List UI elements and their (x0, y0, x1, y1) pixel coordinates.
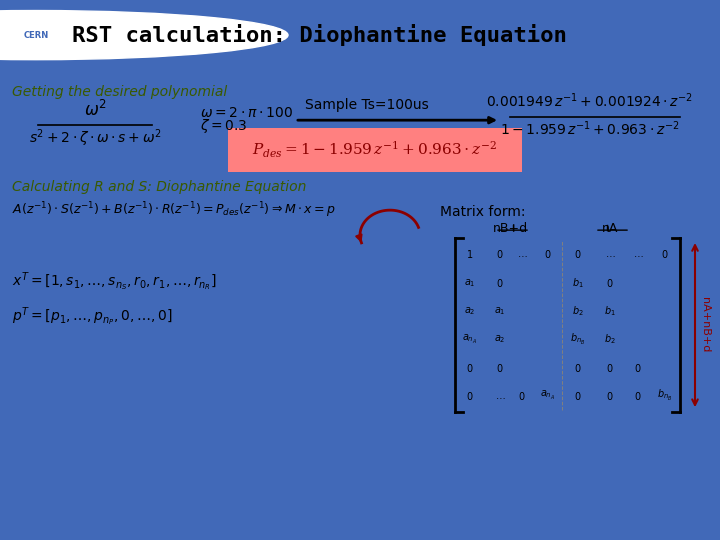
Text: $b_1$: $b_1$ (572, 276, 584, 289)
Text: CERN: CERN (23, 31, 49, 39)
Text: $0$: $0$ (661, 248, 669, 260)
Text: $s^2 + 2\cdot\zeta\cdot\omega\cdot s + \omega^2$: $s^2 + 2\cdot\zeta\cdot\omega\cdot s + \… (29, 127, 161, 149)
Text: $\ldots$: $\ldots$ (633, 249, 643, 259)
Text: $b_2$: $b_2$ (604, 332, 616, 346)
Text: Calculating R and S: Diophantine Equation: Calculating R and S: Diophantine Equatio… (12, 180, 307, 194)
Text: $0$: $0$ (606, 276, 613, 288)
Text: rd: rd (215, 521, 225, 530)
Text: $0$: $0$ (518, 390, 526, 402)
Text: nA: nA (602, 222, 618, 235)
FancyBboxPatch shape (540, 0, 720, 70)
Text: $0$: $0$ (575, 390, 582, 402)
Text: $0$: $0$ (606, 390, 613, 402)
Text: $0$: $0$ (496, 276, 504, 288)
Text: $0$: $0$ (634, 362, 642, 374)
Text: $A(z^{-1})\cdot S(z^{-1}) + B(z^{-1})\cdot R(z^{-1}) = P_{des}(z^{-1}) \Rightarr: $A(z^{-1})\cdot S(z^{-1}) + B(z^{-1})\cd… (12, 200, 336, 220)
Text: $0$: $0$ (544, 248, 552, 260)
Circle shape (0, 10, 288, 60)
Text: $0$: $0$ (467, 362, 474, 374)
Text: $\omega^2$: $\omega^2$ (84, 100, 107, 120)
Text: $0$: $0$ (575, 248, 582, 260)
Text: $b_2$: $b_2$ (572, 304, 584, 318)
FancyBboxPatch shape (228, 128, 522, 172)
Text: $b_1$: $b_1$ (604, 304, 616, 318)
FancyBboxPatch shape (0, 0, 58, 70)
Text: $0$: $0$ (496, 248, 504, 260)
Text: $P_{des} = 1 - 1.959\,z^{-1} + 0.963\cdot z^{-2}$: $P_{des} = 1 - 1.959\,z^{-1} + 0.963\cdo… (252, 140, 498, 160)
Text: $a_2$: $a_2$ (464, 305, 476, 317)
Text: $1$: $1$ (467, 248, 474, 260)
Text: $a_2$: $a_2$ (494, 333, 505, 345)
Text: POPCA3 Desy Hamburg 20 to 23: POPCA3 Desy Hamburg 20 to 23 (12, 517, 238, 530)
Text: $b_{n_B}$: $b_{n_B}$ (657, 388, 672, 403)
Text: $b_{n_B}$: $b_{n_B}$ (570, 332, 586, 347)
Text: $\ldots$: $\ldots$ (495, 391, 505, 401)
Text: $0$: $0$ (606, 362, 613, 374)
Text: $0$: $0$ (467, 390, 474, 402)
Text: $x^T = [1, s_1, \ldots, s_{n_S}, r_0, r_1, \ldots, r_{n_R}]$: $x^T = [1, s_1, \ldots, s_{n_S}, r_0, r_… (12, 270, 217, 293)
Text: $0$: $0$ (634, 390, 642, 402)
Text: $\zeta = 0.3$: $\zeta = 0.3$ (200, 117, 248, 135)
Text: $\ldots$: $\ldots$ (517, 249, 527, 259)
Text: $a_1$: $a_1$ (464, 276, 476, 288)
Text: $p^T = [p_1, \ldots, p_{n_P}, 0, \ldots, 0]$: $p^T = [p_1, \ldots, p_{n_P}, 0, \ldots,… (12, 305, 173, 328)
Text: $\omega = 2\cdot\pi\cdot 100$: $\omega = 2\cdot\pi\cdot 100$ (200, 106, 293, 120)
Text: nB+d: nB+d (492, 222, 528, 235)
Text: $a_{n_A}$: $a_{n_A}$ (541, 389, 556, 402)
Text: Sample Ts=100us: Sample Ts=100us (305, 98, 428, 112)
Text: $\ldots$: $\ldots$ (605, 249, 616, 259)
Text: $1 - 1.959\,z^{-1} + 0.963\cdot z^{-2}$: $1 - 1.959\,z^{-1} + 0.963\cdot z^{-2}$ (500, 119, 680, 138)
Text: nA+nB+d: nA+nB+d (700, 298, 710, 353)
Text: RST calculation: Diophantine Equation: RST calculation: Diophantine Equation (72, 24, 567, 46)
Text: $0.001949\,z^{-1} + 0.001924\cdot z^{-2}$: $0.001949\,z^{-1} + 0.001924\cdot z^{-2}… (487, 92, 693, 110)
Text: $0$: $0$ (575, 362, 582, 374)
Text: $a_1$: $a_1$ (494, 305, 505, 317)
Text: $0$: $0$ (496, 362, 504, 374)
Text: Getting the desired polynomial: Getting the desired polynomial (12, 85, 228, 99)
Text: Matrix form:: Matrix form: (440, 205, 526, 219)
Text: $a_{n_A}$: $a_{n_A}$ (462, 333, 477, 346)
Text: may 2012: may 2012 (221, 517, 294, 530)
